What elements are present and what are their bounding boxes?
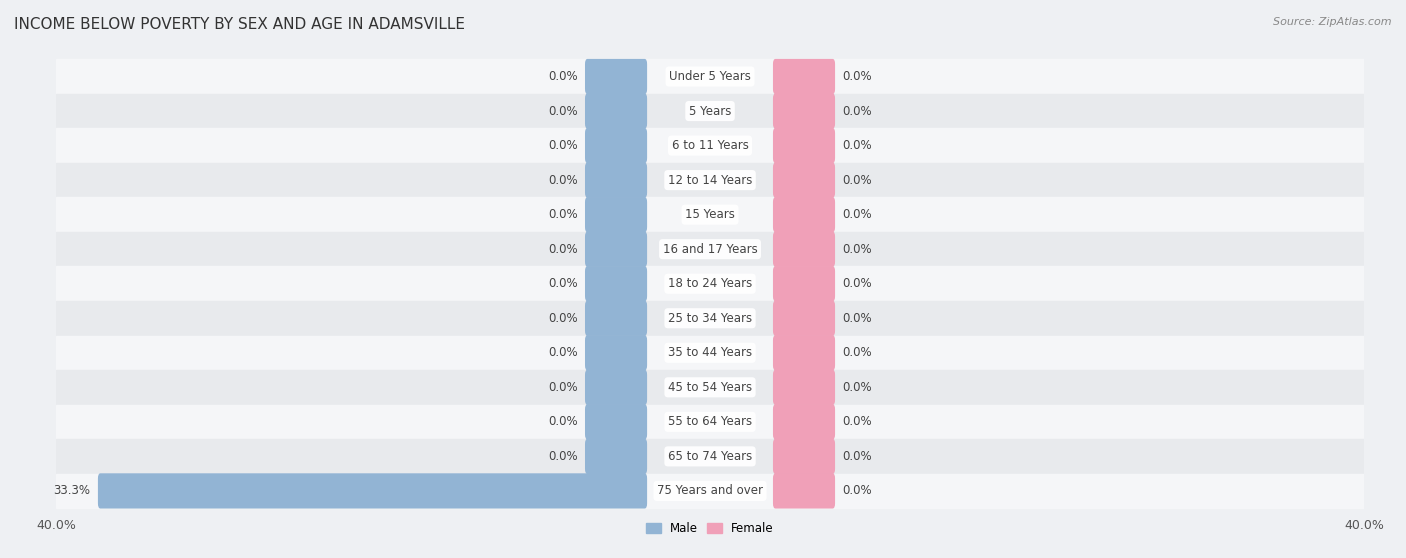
- Text: 0.0%: 0.0%: [548, 104, 578, 118]
- Bar: [56, 370, 1364, 405]
- Text: 0.0%: 0.0%: [842, 174, 872, 186]
- FancyBboxPatch shape: [585, 266, 647, 301]
- Text: Source: ZipAtlas.com: Source: ZipAtlas.com: [1274, 17, 1392, 27]
- Text: 0.0%: 0.0%: [548, 174, 578, 186]
- Text: 12 to 14 Years: 12 to 14 Years: [668, 174, 752, 186]
- FancyBboxPatch shape: [773, 197, 835, 232]
- FancyBboxPatch shape: [585, 404, 647, 440]
- Text: 0.0%: 0.0%: [842, 70, 872, 83]
- Bar: [56, 232, 1364, 267]
- Text: 0.0%: 0.0%: [548, 450, 578, 463]
- Text: 75 Years and over: 75 Years and over: [657, 484, 763, 497]
- FancyBboxPatch shape: [773, 301, 835, 336]
- FancyBboxPatch shape: [773, 439, 835, 474]
- Text: 0.0%: 0.0%: [548, 277, 578, 290]
- FancyBboxPatch shape: [773, 128, 835, 163]
- FancyBboxPatch shape: [585, 232, 647, 267]
- Bar: [56, 163, 1364, 198]
- FancyBboxPatch shape: [773, 370, 835, 405]
- FancyBboxPatch shape: [773, 59, 835, 94]
- Text: 0.0%: 0.0%: [842, 277, 872, 290]
- FancyBboxPatch shape: [773, 266, 835, 301]
- Bar: [56, 335, 1364, 370]
- Text: 0.0%: 0.0%: [842, 450, 872, 463]
- FancyBboxPatch shape: [585, 128, 647, 163]
- Text: 55 to 64 Years: 55 to 64 Years: [668, 415, 752, 429]
- FancyBboxPatch shape: [773, 162, 835, 198]
- Bar: [56, 59, 1364, 94]
- FancyBboxPatch shape: [585, 162, 647, 198]
- Text: 5 Years: 5 Years: [689, 104, 731, 118]
- Text: 0.0%: 0.0%: [548, 139, 578, 152]
- Text: 0.0%: 0.0%: [842, 484, 872, 497]
- Bar: [56, 405, 1364, 439]
- Text: INCOME BELOW POVERTY BY SEX AND AGE IN ADAMSVILLE: INCOME BELOW POVERTY BY SEX AND AGE IN A…: [14, 17, 465, 32]
- Text: 0.0%: 0.0%: [548, 312, 578, 325]
- Text: 0.0%: 0.0%: [548, 243, 578, 256]
- Bar: [56, 474, 1364, 508]
- Text: 0.0%: 0.0%: [842, 243, 872, 256]
- Bar: [56, 128, 1364, 163]
- FancyBboxPatch shape: [585, 301, 647, 336]
- FancyBboxPatch shape: [98, 473, 647, 508]
- FancyBboxPatch shape: [585, 335, 647, 371]
- Text: 0.0%: 0.0%: [842, 139, 872, 152]
- Text: 0.0%: 0.0%: [842, 312, 872, 325]
- Text: 0.0%: 0.0%: [548, 208, 578, 221]
- Bar: [56, 94, 1364, 128]
- Text: 0.0%: 0.0%: [842, 415, 872, 429]
- Bar: [56, 267, 1364, 301]
- FancyBboxPatch shape: [773, 473, 835, 508]
- FancyBboxPatch shape: [585, 197, 647, 232]
- Text: 0.0%: 0.0%: [842, 347, 872, 359]
- Legend: Male, Female: Male, Female: [641, 517, 779, 540]
- Text: 18 to 24 Years: 18 to 24 Years: [668, 277, 752, 290]
- Text: 65 to 74 Years: 65 to 74 Years: [668, 450, 752, 463]
- FancyBboxPatch shape: [585, 439, 647, 474]
- Text: 6 to 11 Years: 6 to 11 Years: [672, 139, 748, 152]
- Text: 0.0%: 0.0%: [842, 208, 872, 221]
- Text: 16 and 17 Years: 16 and 17 Years: [662, 243, 758, 256]
- Text: 0.0%: 0.0%: [548, 381, 578, 394]
- Text: 0.0%: 0.0%: [548, 70, 578, 83]
- FancyBboxPatch shape: [773, 93, 835, 129]
- Bar: [56, 198, 1364, 232]
- FancyBboxPatch shape: [773, 404, 835, 440]
- FancyBboxPatch shape: [585, 370, 647, 405]
- Text: 0.0%: 0.0%: [842, 104, 872, 118]
- Text: 0.0%: 0.0%: [548, 347, 578, 359]
- Text: 33.3%: 33.3%: [53, 484, 90, 497]
- Bar: [56, 301, 1364, 335]
- Bar: [56, 439, 1364, 474]
- Text: 0.0%: 0.0%: [842, 381, 872, 394]
- Text: 45 to 54 Years: 45 to 54 Years: [668, 381, 752, 394]
- FancyBboxPatch shape: [585, 59, 647, 94]
- Text: 0.0%: 0.0%: [548, 415, 578, 429]
- Text: Under 5 Years: Under 5 Years: [669, 70, 751, 83]
- FancyBboxPatch shape: [773, 232, 835, 267]
- Text: 15 Years: 15 Years: [685, 208, 735, 221]
- FancyBboxPatch shape: [585, 93, 647, 129]
- FancyBboxPatch shape: [773, 335, 835, 371]
- Text: 35 to 44 Years: 35 to 44 Years: [668, 347, 752, 359]
- Text: 25 to 34 Years: 25 to 34 Years: [668, 312, 752, 325]
